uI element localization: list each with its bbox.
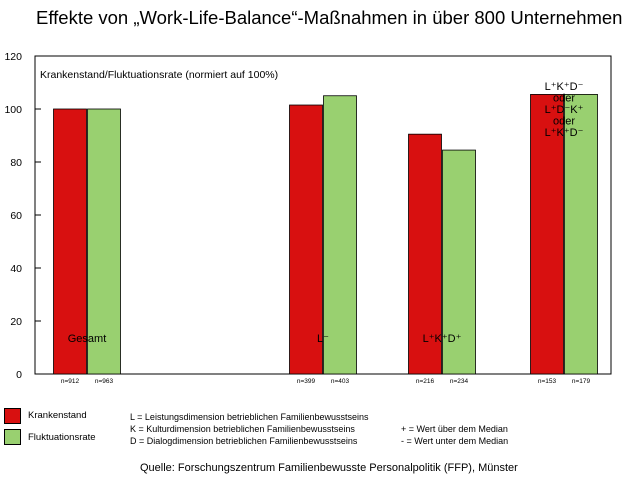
n-count-label: n=234 bbox=[450, 378, 469, 385]
note-minus-median: - = Wert unter dem Median bbox=[401, 436, 509, 446]
bar-fluktuationsrate bbox=[564, 94, 598, 375]
y-tick-label: 120 bbox=[4, 51, 22, 63]
bar-krankenstand bbox=[53, 108, 87, 375]
note-l-dimension: L = Leistungsdimension betrieblichen Fam… bbox=[130, 412, 369, 422]
bar-krankenstand bbox=[408, 133, 442, 375]
note-d-dimension: D = Dialogdimension betrieblichen Famili… bbox=[130, 436, 358, 446]
plot-frame bbox=[34, 55, 612, 375]
legend-label-fluktuationsrate: Fluktuationsrate bbox=[28, 432, 96, 443]
n-count-label: n=963 bbox=[95, 378, 114, 385]
bar-krankenstand bbox=[289, 104, 323, 375]
legend-label-krankenstand: Krankenstand bbox=[28, 410, 87, 421]
category-label: L⁺K⁺D⁻ bbox=[545, 81, 584, 93]
bar-fluktuationsrate bbox=[323, 95, 357, 375]
n-count-label: n=216 bbox=[416, 378, 435, 385]
chart-title: Effekte von „Work-Life-Balance“-Maßnahme… bbox=[36, 7, 623, 28]
n-count-label: n=399 bbox=[297, 378, 316, 385]
y-tick-label: 80 bbox=[10, 157, 22, 169]
y-tick-label: 0 bbox=[16, 369, 22, 381]
n-count-label: n=153 bbox=[538, 378, 557, 385]
category-label: L⁺K⁺D⁻ bbox=[545, 127, 584, 139]
bar-krankenstand bbox=[530, 94, 564, 375]
bar-fluktuationsrate bbox=[442, 149, 476, 375]
y-tick-label: 100 bbox=[4, 104, 22, 116]
n-count-label: n=403 bbox=[331, 378, 350, 385]
y-axis-label: Krankenstand/Fluktuationsrate (normiert … bbox=[40, 69, 278, 81]
note-k-dimension: K = Kulturdimension betrieblichen Famili… bbox=[130, 424, 355, 434]
category-label: L⁺K⁺D⁺ bbox=[423, 333, 462, 345]
n-count-label: n=179 bbox=[572, 378, 591, 385]
y-tick-label: 40 bbox=[10, 263, 22, 275]
category-label: L⁺D⁻K⁺ bbox=[545, 104, 584, 116]
category-labels: n=912 n=963 Gesamt n=399 n=403 L⁻ n=216 n=234 L⁺… bbox=[61, 81, 591, 385]
category-label: oder bbox=[553, 116, 575, 128]
category-label: L⁻ bbox=[317, 333, 329, 345]
y-tick-label: 20 bbox=[10, 316, 22, 328]
bar-chart: 0 20 40 60 80 100 120 n=912 n=963 Gesamt n=399 n=4… bbox=[4, 51, 612, 385]
bar-fluktuationsrate bbox=[87, 108, 121, 375]
note-plus-median: + = Wert über dem Median bbox=[401, 424, 508, 434]
legend-swatch-krankenstand bbox=[4, 408, 21, 424]
y-tick-label: 60 bbox=[10, 210, 22, 222]
category-label: Gesamt bbox=[68, 333, 107, 345]
legend-swatch-fluktuationsrate bbox=[4, 429, 21, 445]
n-count-label: n=912 bbox=[61, 378, 80, 385]
bars bbox=[53, 94, 598, 375]
source-note: Quelle: Forschungszentrum Familienbewuss… bbox=[140, 462, 518, 474]
y-axis: 0 20 40 60 80 100 120 bbox=[4, 51, 41, 381]
category-label: oder bbox=[553, 93, 575, 105]
